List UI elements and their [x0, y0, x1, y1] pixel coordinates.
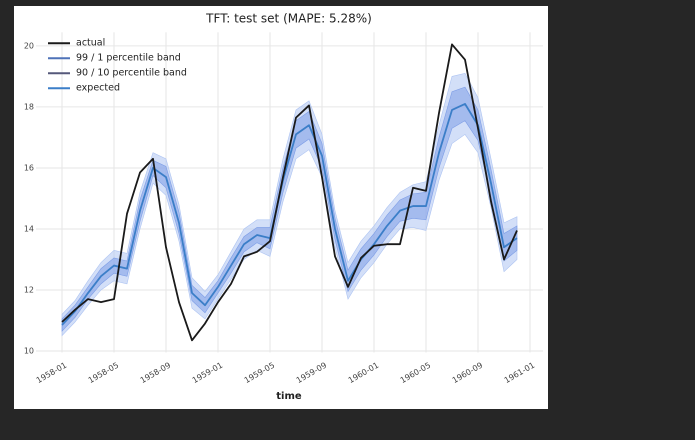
legend-label: actual [76, 38, 105, 49]
series-line [61, 102, 518, 326]
series-line [61, 43, 518, 342]
y-tick-label: 10 [24, 346, 34, 355]
chart-title: TFT: test set (MAPE: 5.28%) [205, 12, 372, 26]
legend-label: 99 / 1 percentile band [76, 53, 181, 64]
legend-label: expected [76, 83, 120, 94]
y-tick-label: 18 [24, 102, 34, 111]
x-axis-label: time [276, 391, 302, 402]
percentile-band [61, 86, 518, 332]
y-tick-label: 20 [24, 41, 34, 50]
y-tick-label: 12 [24, 285, 34, 294]
y-tick-label: 14 [24, 224, 34, 233]
legend-label: 90 / 10 percentile band [76, 68, 187, 79]
y-tick-label: 16 [24, 163, 34, 172]
